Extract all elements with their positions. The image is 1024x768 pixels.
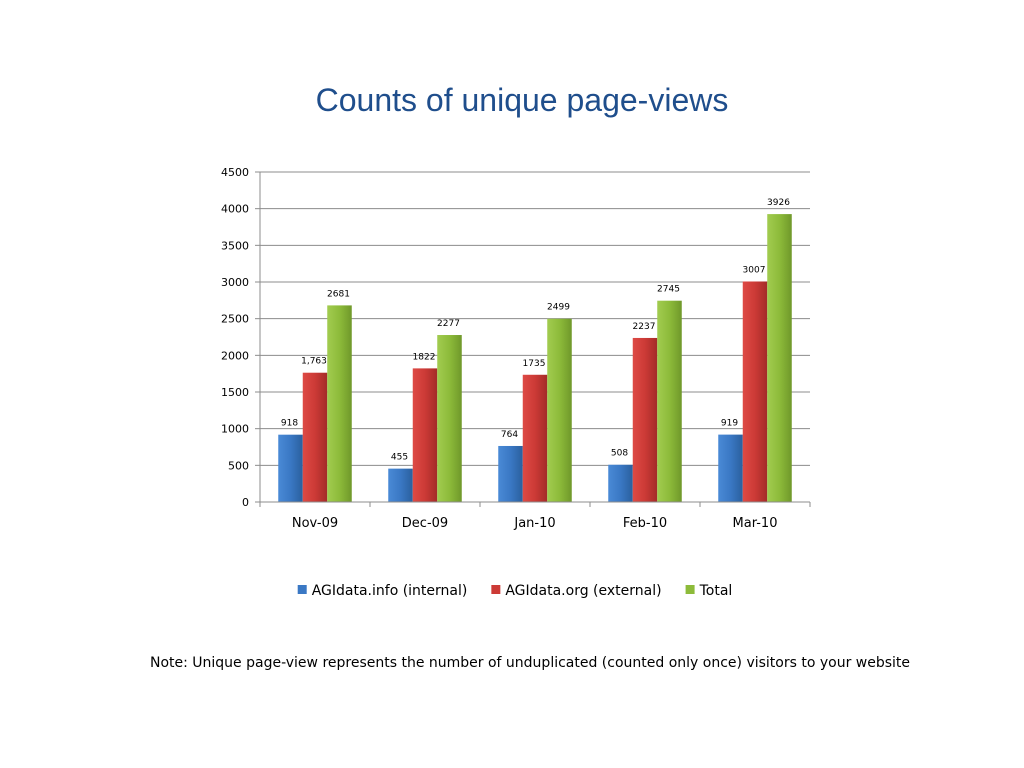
y-tick-label: 500: [228, 459, 249, 472]
bar-agidata-info-nov-09: [278, 434, 303, 502]
data-label: 2277: [437, 319, 460, 329]
bar-agidata-org-feb-10: [632, 337, 658, 502]
data-label: 455: [391, 453, 408, 463]
bar-agidata-org-mar-10: [742, 281, 768, 502]
data-label: 2237: [633, 322, 656, 332]
data-label: 2681: [327, 289, 350, 299]
bar-total-nov-09: [327, 305, 352, 502]
bar-agidata-org-nov-09: [302, 372, 328, 502]
data-label: 764: [501, 430, 518, 440]
legend-label: Total: [699, 583, 733, 599]
slide-title: Counts of unique page-views: [315, 82, 729, 118]
data-label: 1,763: [301, 357, 327, 367]
bars: [278, 214, 792, 503]
bar-chart: 0 500 1000 1500 2000 2500 3000 3500 4000 4500 Nov-…: [221, 166, 811, 599]
data-label: 1822: [413, 352, 436, 362]
data-label: 3926: [767, 198, 790, 208]
y-tick-label: 3500: [221, 239, 249, 252]
bar-total-dec-09: [437, 335, 462, 502]
x-tick-label: Dec-09: [402, 516, 448, 531]
data-label: 918: [281, 419, 298, 429]
bar-agidata-org-dec-09: [412, 368, 438, 502]
y-tick-label: 0: [242, 496, 249, 509]
bar-agidata-info-jan-10: [498, 445, 523, 502]
axes: 0 500 1000 1500 2000 2500 3000 3500 4000 4500 Nov-…: [221, 166, 811, 531]
y-tick-label: 2500: [221, 313, 249, 326]
legend-swatch: [491, 585, 501, 594]
legend-label: AGIdata.info (internal): [312, 583, 468, 599]
y-tick-label: 3000: [221, 276, 249, 289]
y-tick-label: 1500: [221, 386, 249, 399]
x-tick-label: Nov-09: [292, 516, 338, 531]
data-label: 508: [611, 449, 628, 459]
data-label: 3007: [743, 265, 766, 275]
bar-agidata-info-mar-10: [718, 434, 743, 502]
data-label: 2745: [657, 285, 680, 295]
legend: AGIdata.info (internal) AGIdata.org (exte…: [297, 583, 733, 599]
y-tick-label: 1000: [221, 423, 249, 436]
data-label: 2499: [547, 303, 570, 313]
bar-total-feb-10: [657, 300, 682, 502]
data-label: 919: [721, 419, 738, 429]
legend-swatch: [297, 585, 307, 594]
data-labels: 918 1,763 2681 455 1822 2277 764 1735 2499 508 223…: [281, 198, 790, 463]
x-tick-label: Mar-10: [733, 516, 778, 531]
y-tick-label: 4500: [221, 166, 249, 179]
bar-agidata-org-jan-10: [522, 374, 548, 502]
bar-agidata-info-dec-09: [388, 468, 413, 502]
y-tick-label: 2000: [221, 349, 249, 362]
x-tick-label: Jan-10: [513, 516, 555, 531]
data-label: 1735: [523, 359, 546, 369]
y-tick-label: 4000: [221, 203, 249, 216]
footnote: Note: Unique page-view represents the nu…: [149, 655, 911, 671]
x-tick-label: Feb-10: [623, 516, 667, 531]
bar-total-jan-10: [547, 318, 572, 502]
bar-agidata-info-feb-10: [608, 464, 633, 502]
bar-total-mar-10: [767, 214, 792, 503]
legend-label: AGIdata.org (external): [505, 583, 661, 599]
legend-swatch: [685, 585, 695, 594]
